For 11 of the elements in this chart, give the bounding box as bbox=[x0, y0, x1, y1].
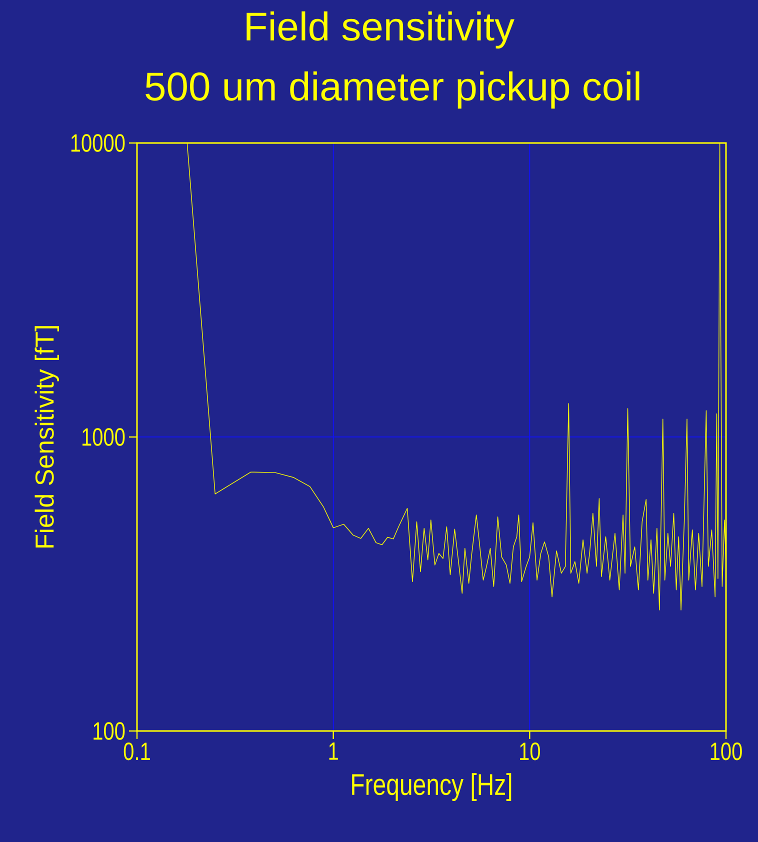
x-tick-label: 100 bbox=[710, 742, 742, 760]
x-axis-title: Frequency [Hz] bbox=[352, 773, 512, 802]
y-axis-title: Field Sensitivity [fT] bbox=[34, 326, 59, 548]
chart-subtitle: 500 um diameter pickup coil bbox=[146, 71, 640, 109]
x-tick-label: 1 bbox=[329, 742, 338, 760]
chart-title: Field sensitivity bbox=[246, 11, 514, 49]
x-tick-label: 10 bbox=[520, 742, 540, 760]
y-tick-label: 1000 bbox=[82, 428, 125, 446]
y-tick-label: 100 bbox=[94, 722, 125, 740]
y-tick-label: 10000 bbox=[71, 134, 125, 152]
x-tick-label: 0.1 bbox=[124, 742, 150, 760]
